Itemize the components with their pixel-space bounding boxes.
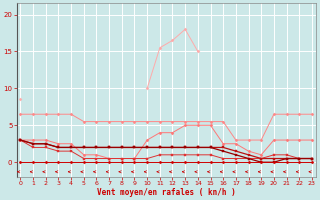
X-axis label: Vent moyen/en rafales ( kn/h ): Vent moyen/en rafales ( kn/h ) [97,188,236,197]
